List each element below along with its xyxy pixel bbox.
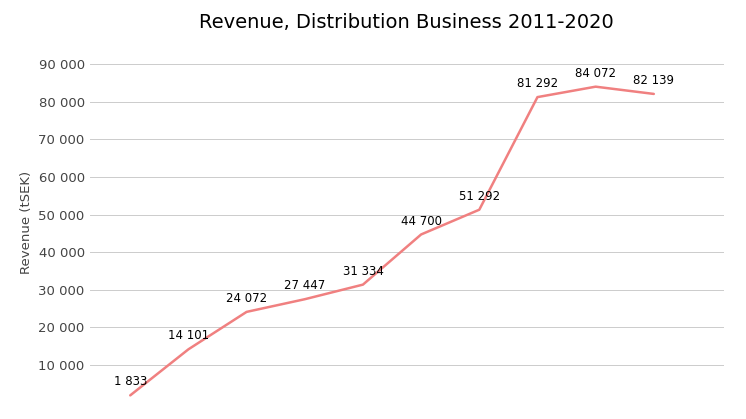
Title: Revenue, Distribution Business 2011-2020: Revenue, Distribution Business 2011-2020 [199,13,614,32]
Text: 82 139: 82 139 [633,74,674,87]
Text: 81 292: 81 292 [517,77,558,90]
Text: 44 700: 44 700 [401,215,442,228]
Text: 24 072: 24 072 [226,292,267,305]
Text: 31 334: 31 334 [342,265,383,278]
Text: 14 101: 14 101 [168,329,209,342]
Text: 51 292: 51 292 [459,190,500,203]
Text: 84 072: 84 072 [575,67,616,80]
Y-axis label: Revenue (tSEK): Revenue (tSEK) [20,171,33,274]
Text: 27 447: 27 447 [284,279,325,292]
Text: 1 833: 1 833 [113,375,147,388]
